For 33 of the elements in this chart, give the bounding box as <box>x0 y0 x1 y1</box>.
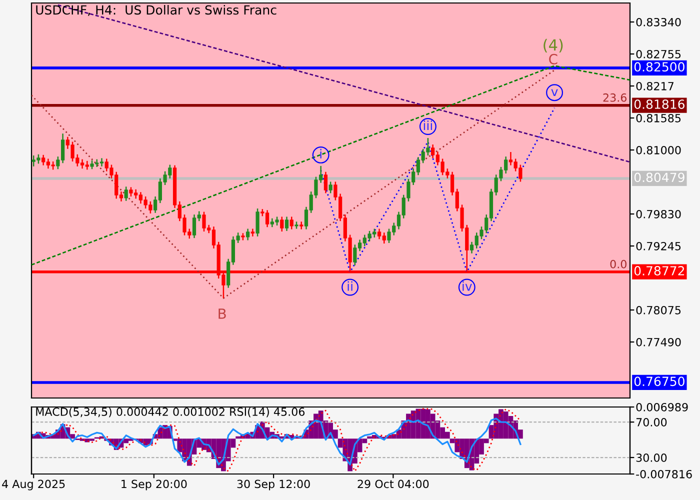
ref-line-label: 0.78772 <box>634 266 684 276</box>
y-tick-label: 0.8217 <box>636 82 674 90</box>
x-tick-label: 30 Sep 12:00 <box>237 480 310 490</box>
annotation: 0.0 <box>610 260 626 268</box>
y-tick-label: 0.77490 <box>636 338 681 346</box>
y-tick-label: 0.83340 <box>636 18 681 26</box>
annotation: (4) <box>544 38 563 53</box>
ref-line-label: 0.76750 <box>634 376 684 386</box>
y2-tick-label: 70.00 <box>636 418 667 426</box>
annotation: B <box>218 308 226 319</box>
chart-title: MACD(5,34,5) 0.000442 0.001002 RSI(14) 45.06 <box>36 407 305 418</box>
x-tick-label: 4 Aug 2025 <box>2 480 65 490</box>
y-tick-label: 0.82755 <box>636 50 681 58</box>
annotation: ii <box>348 281 352 291</box>
y-tick-label: 0.78075 <box>636 306 681 314</box>
y-tick-label: 0.79830 <box>636 210 681 218</box>
annotation: i <box>320 148 322 158</box>
y-tick-label: 0.79245 <box>636 242 681 250</box>
x-tick-label: 29 Oct 04:00 <box>358 480 429 488</box>
y-tick-label: 0.81585 <box>636 114 681 122</box>
annotation: iii <box>424 120 432 130</box>
x-tick-label: 1 Sep 20:00 <box>122 480 187 490</box>
ref-line-label: 0.80479 <box>634 172 684 182</box>
y-tick-label: 0.81000 <box>636 146 681 154</box>
ref-line-label: 0.81816 <box>634 100 684 109</box>
annotation: v <box>551 89 558 96</box>
y-tick-label: 0.006989 <box>636 402 688 412</box>
annotation: 23.6 <box>603 93 627 102</box>
y2-tick-label: 30.00 <box>636 453 667 462</box>
ref-line-label: 0.82500 <box>634 62 684 72</box>
annotation: iv <box>462 281 472 291</box>
y-tick-label: -0.007816 <box>636 470 692 478</box>
annotation: C <box>549 54 558 64</box>
